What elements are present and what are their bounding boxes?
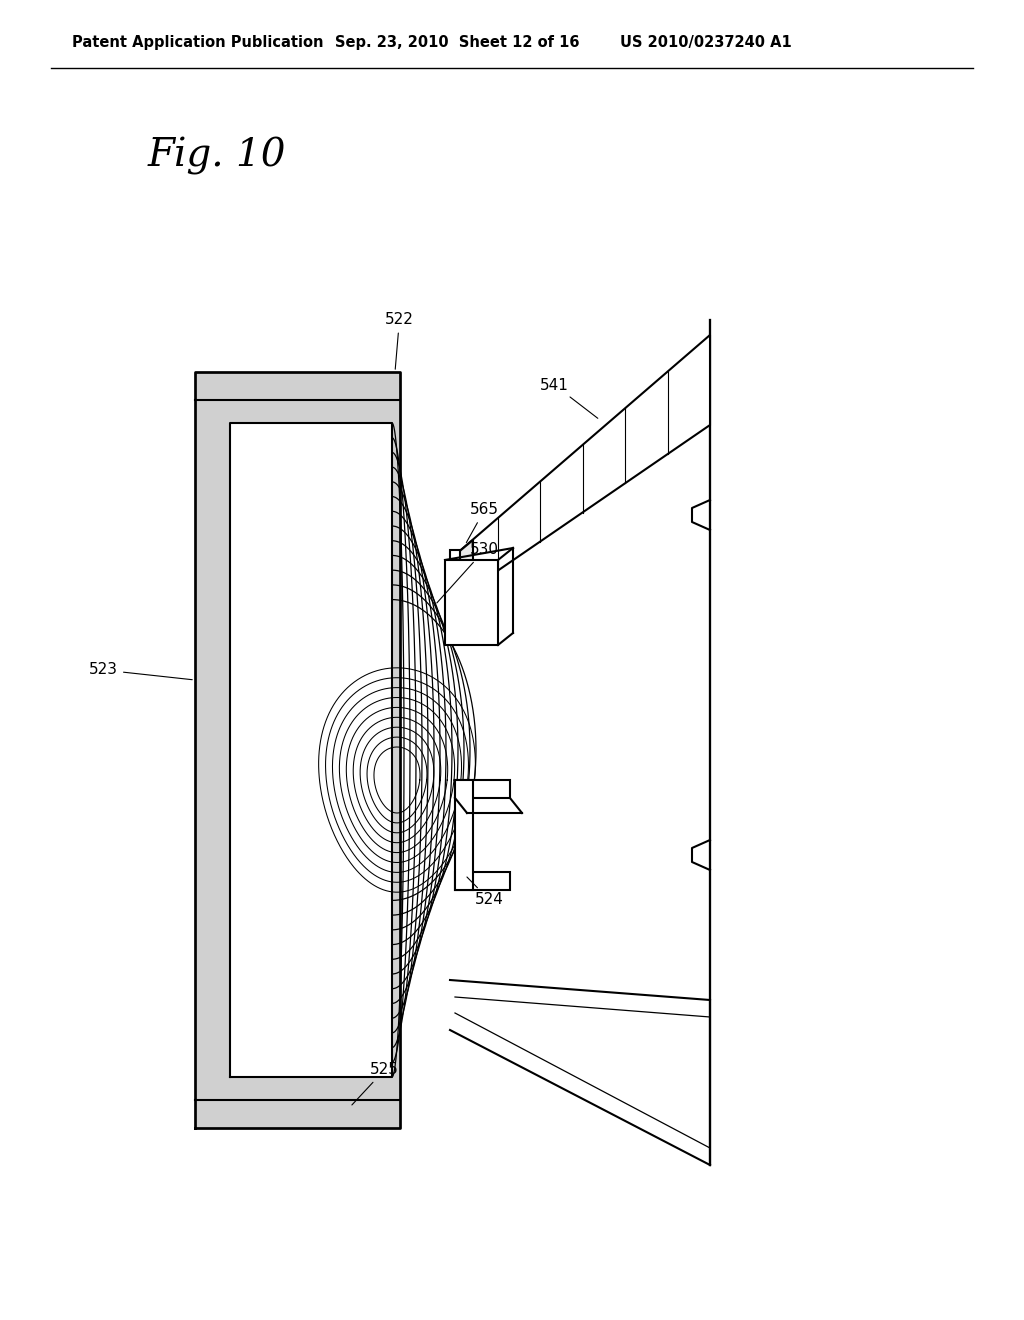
Text: 541: 541 — [540, 378, 598, 418]
Text: 522: 522 — [385, 313, 414, 370]
Polygon shape — [455, 335, 710, 601]
Text: Fig. 10: Fig. 10 — [148, 137, 287, 176]
Text: 524: 524 — [467, 876, 504, 908]
Text: 525: 525 — [352, 1063, 399, 1105]
Bar — [195, 1100, 400, 1129]
Text: 530: 530 — [437, 543, 499, 603]
Text: Sep. 23, 2010  Sheet 12 of 16: Sep. 23, 2010 Sheet 12 of 16 — [335, 36, 580, 50]
Bar — [455, 780, 510, 799]
Bar — [195, 372, 400, 400]
Text: 565: 565 — [466, 503, 499, 543]
Bar — [230, 422, 392, 1077]
Text: Patent Application Publication: Patent Application Publication — [72, 36, 324, 50]
Polygon shape — [455, 540, 473, 601]
Bar — [455, 780, 473, 890]
Text: 523: 523 — [89, 663, 193, 680]
Bar — [445, 560, 498, 645]
Polygon shape — [450, 550, 460, 605]
Bar — [455, 873, 510, 890]
Bar — [195, 400, 400, 1100]
Text: US 2010/0237240 A1: US 2010/0237240 A1 — [620, 36, 792, 50]
